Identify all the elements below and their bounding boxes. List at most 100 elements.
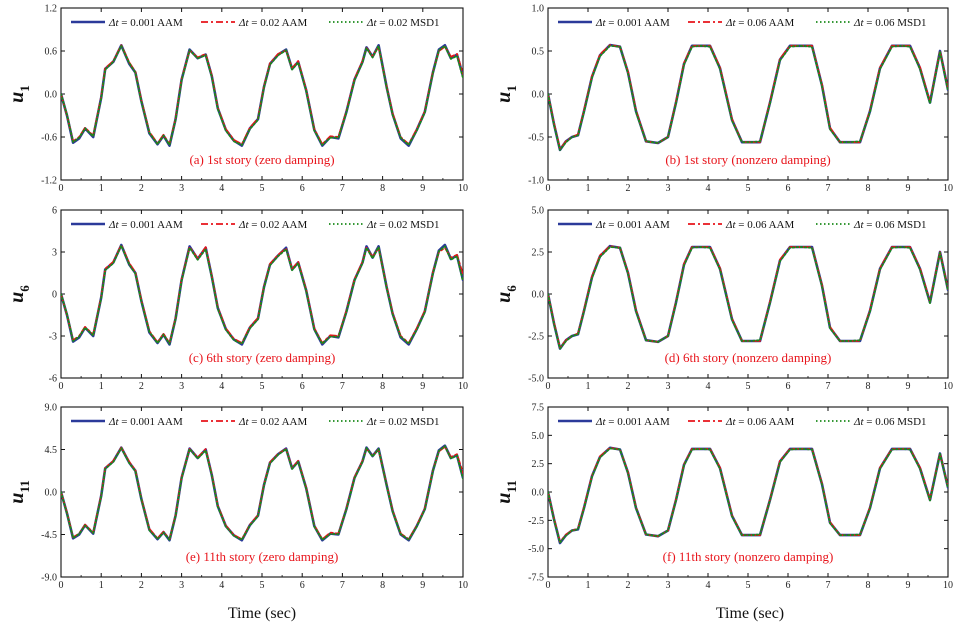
x-tick-label: 7	[826, 580, 831, 591]
x-tick-label: 4	[219, 381, 224, 392]
x-tick-label: 4	[706, 580, 711, 591]
y-tick-label: 2.5	[532, 459, 545, 470]
y-tick-label: 5.0	[532, 206, 545, 217]
x-tick-label: 7	[340, 183, 345, 194]
x-tick-label: 9	[906, 183, 911, 194]
series-line-dotted	[61, 45, 463, 146]
y-axis-label: u1	[6, 85, 32, 103]
y-tick-label: 6	[52, 206, 57, 217]
y-axis-label: u6	[493, 285, 519, 303]
legend-entry: Δt = 0.02 AAM	[238, 219, 308, 231]
y-tick-label: 0.5	[532, 47, 545, 58]
x-tick-label: 4	[219, 183, 224, 194]
series-line-dotted	[548, 246, 948, 350]
y-tick-label: 0.0	[532, 90, 545, 101]
y-tick-label: 1.2	[45, 4, 58, 15]
y-tick-label: -9.0	[41, 573, 57, 584]
x-tick-label: 6	[300, 381, 305, 392]
panel-caption: (c) 6th story (zero damping)	[189, 350, 336, 365]
legend-entry: Δt = 0.02 AAM	[238, 17, 308, 29]
x-tick-label: 2	[626, 183, 631, 194]
x-tick-label: 3	[179, 381, 184, 392]
x-tick-label: 0	[546, 381, 551, 392]
y-tick-label: 0.0	[45, 488, 58, 499]
legend-entry: Δt = 0.001 AAM	[595, 17, 670, 29]
legend-entry: Δt = 0.06 AAM	[725, 416, 795, 428]
legend-entry: Δt = 0.02 MSD1	[366, 219, 440, 231]
x-tick-label: 7	[340, 381, 345, 392]
x-tick-label: 6	[786, 381, 791, 392]
x-tick-label: 0	[59, 183, 64, 194]
x-tick-label: 3	[666, 183, 671, 194]
x-tick-label: 6	[300, 183, 305, 194]
y-tick-label: 5.0	[532, 431, 545, 442]
y-tick-label: -0.6	[41, 133, 57, 144]
y-tick-label: -2.5	[528, 332, 544, 343]
legend-entry: Δt = 0.06 MSD1	[853, 416, 927, 428]
x-tick-label: 5	[260, 381, 265, 392]
legend-entry: Δt = 0.001 AAM	[108, 219, 183, 231]
plot-frame	[547, 7, 949, 181]
x-tick-label: 6	[786, 580, 791, 591]
x-tick-label: 8	[866, 183, 871, 194]
x-tick-label: 7	[826, 381, 831, 392]
panel-e: 0 1 2 3 4 5 6 7 8 9 10 -9.0 -4.5 0.0 4.5 9.0 u11 Δt = 0.0…	[6, 403, 468, 592]
panel-caption: (a) 1st story (zero damping)	[189, 152, 334, 167]
x-tick-label: 7	[826, 183, 831, 194]
x-tick-label: 1	[99, 183, 104, 194]
series-line-dotted	[548, 44, 948, 151]
legend-entry: Δt = 0.001 AAM	[595, 219, 670, 231]
x-tick-label: 2	[626, 381, 631, 392]
x-tick-label: 8	[866, 381, 871, 392]
x-tick-label: 2	[626, 580, 631, 591]
x-tick-label: 2	[139, 381, 144, 392]
legend-entry: Δt = 0.001 AAM	[108, 416, 183, 428]
panel-c: 0 1 2 3 4 5 6 7 8 9 10 -6 -3 0 3 6 u6 Δt = 0.001 AAM Δt = …	[6, 206, 468, 393]
panel-caption: (e) 11th story (zero damping)	[186, 549, 339, 564]
x-tick-label: 10	[458, 381, 468, 392]
legend-entry: Δt = 0.06 AAM	[725, 17, 795, 29]
y-tick-label: -2.5	[528, 516, 544, 527]
x-tick-label: 1	[99, 381, 104, 392]
panel-caption: (d) 6th story (nonzero damping)	[665, 350, 832, 365]
x-tick-label: 2	[139, 183, 144, 194]
panel-a: 0 1 2 3 4 5 6 7 8 9 10 -1.2 -0.6 0.0 0.6 1.2 u1 Δt = 0.00…	[6, 4, 468, 195]
x-tick-label: 9	[906, 381, 911, 392]
x-tick-label: 5	[260, 183, 265, 194]
x-tick-label: 5	[746, 183, 751, 194]
x-tick-label: 3	[179, 580, 184, 591]
y-tick-label: 4.5	[45, 445, 58, 456]
x-tick-label: 8	[380, 381, 385, 392]
plot-frame	[547, 209, 949, 379]
y-axis-label: u6	[6, 285, 32, 303]
x-tick-label: 6	[786, 183, 791, 194]
x-tick-label: 2	[139, 580, 144, 591]
x-tick-label: 9	[906, 580, 911, 591]
legend-entry: Δt = 0.02 AAM	[238, 416, 308, 428]
x-tick-label: 10	[943, 580, 953, 591]
y-axis-label: u11	[6, 480, 32, 503]
y-tick-label: 1.0	[532, 4, 545, 15]
y-tick-label: -5.0	[528, 544, 544, 555]
legend-entry: Δt = 0.02 MSD1	[366, 416, 440, 428]
y-axis-label: u1	[493, 85, 519, 103]
x-tick-label: 9	[420, 381, 425, 392]
y-tick-label: 0.0	[532, 290, 545, 301]
x-tick-label: 3	[179, 183, 184, 194]
panel-d: 0 1 2 3 4 5 6 7 8 9 10 -5.0 -2.5 0.0 2.5 5.0 u6 Δt = 0.00…	[493, 206, 953, 393]
panel-caption: (f) 11th story (nonzero damping)	[663, 549, 834, 564]
y-tick-label: -6	[49, 374, 57, 385]
y-tick-label: -3	[49, 332, 57, 343]
x-tick-label: 9	[420, 183, 425, 194]
x-tick-label: 5	[746, 381, 751, 392]
x-tick-label: 4	[706, 183, 711, 194]
x-tick-label: 1	[99, 580, 104, 591]
plot-frame	[547, 406, 949, 578]
series-line-dotted	[61, 244, 463, 345]
y-tick-label: -5.0	[528, 374, 544, 385]
x-tick-label: 9	[420, 580, 425, 591]
x-tick-label: 1	[586, 381, 591, 392]
y-tick-label: 7.5	[532, 403, 545, 414]
x-tick-label: 4	[219, 580, 224, 591]
